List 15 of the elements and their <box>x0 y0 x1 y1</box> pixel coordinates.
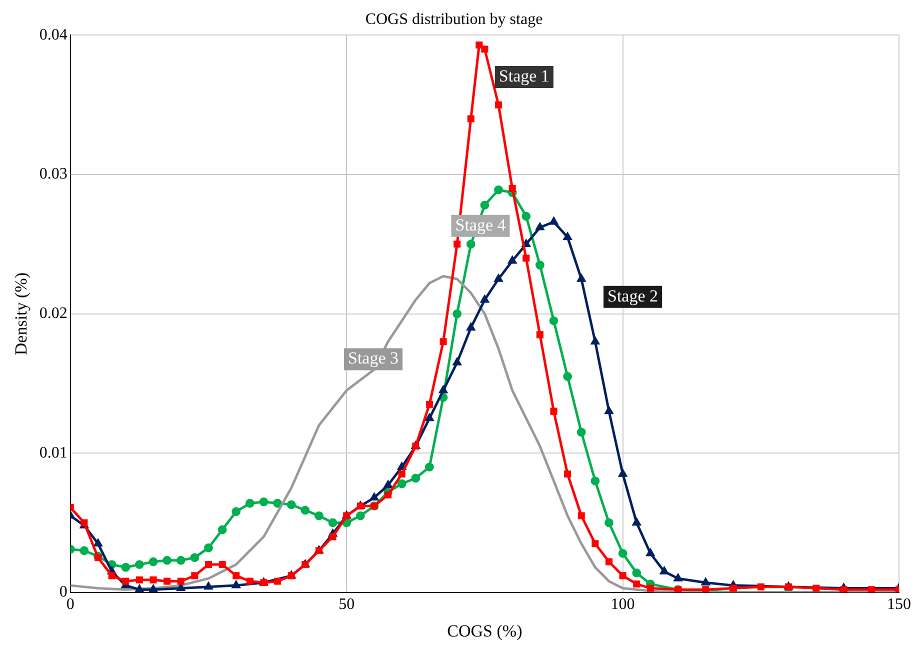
x-tick-label: 50 <box>338 596 355 614</box>
series-label: Stage 3 <box>348 348 399 368</box>
y-tick-label: 0.01 <box>39 444 68 462</box>
y-tick-label: 0.03 <box>39 166 68 183</box>
chart-title: COGS distribution by stage <box>365 10 543 28</box>
y-tick-label: 0 <box>59 584 68 601</box>
series-label: Stage 4 <box>455 215 506 234</box>
x-tick-label: 100 <box>610 596 635 614</box>
x-axis-title: COGS (%) <box>447 621 522 640</box>
series-label: Stage 2 <box>607 286 658 306</box>
series-label: Stage 1 <box>498 66 550 86</box>
y-axis-title: Density (%) <box>12 272 31 356</box>
y-tick-label: 0.02 <box>39 305 68 322</box>
y-tick-label: 0.04 <box>39 26 68 44</box>
x-tick-label: 150 <box>887 596 911 614</box>
